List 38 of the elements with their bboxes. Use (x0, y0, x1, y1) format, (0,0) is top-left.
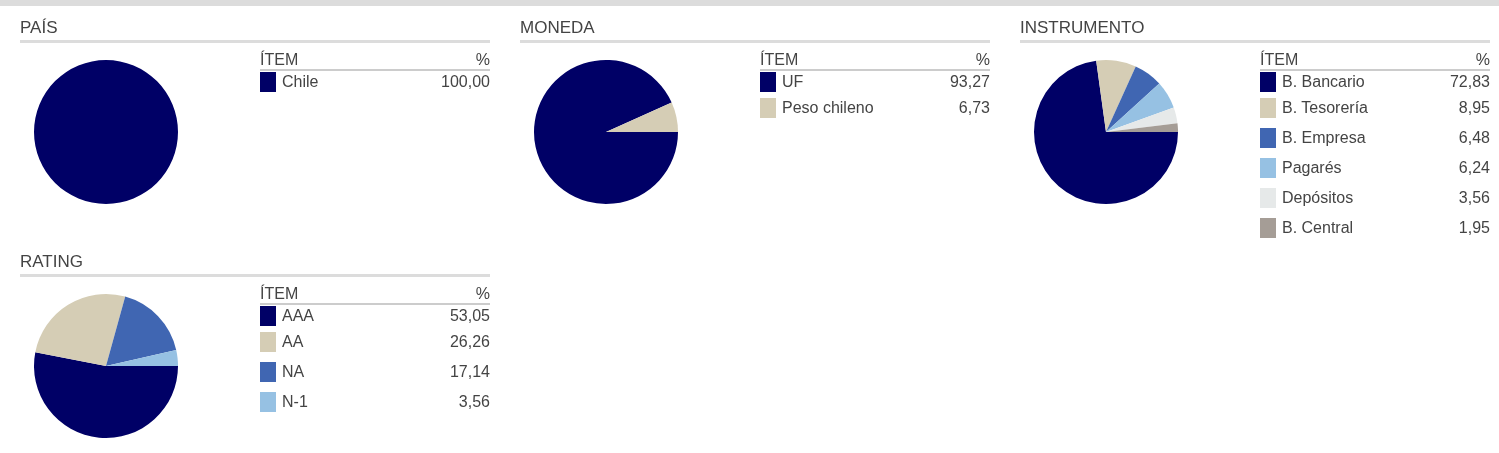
legend-label: AAA (282, 307, 315, 325)
legend-label: Depósitos (1282, 189, 1355, 207)
data-label: 3,56 (457, 393, 490, 411)
data-label: 72,83 (1448, 73, 1490, 91)
legend-label: Peso chileno (782, 99, 875, 117)
data-label: 26,26 (448, 333, 490, 351)
legend-label: B. Empresa (1282, 129, 1367, 147)
text: ÍTEM (260, 285, 299, 303)
chart-title: INSTRUMENTO (1020, 18, 1490, 43)
legend-label: Pagarés (1282, 159, 1343, 177)
data-label: 100,00 (440, 73, 490, 91)
legend-label: B. Central (1282, 219, 1355, 237)
text: % (975, 51, 990, 69)
legend-label: B. Bancario (1282, 73, 1366, 91)
chart-title: RATING (20, 252, 490, 277)
text: % (475, 51, 490, 69)
data-label: 6,24 (1457, 159, 1490, 177)
chart-title: PAÍS (20, 18, 490, 43)
legend-label: UF (782, 73, 805, 91)
data-label: 17,14 (448, 363, 490, 381)
text: % (475, 285, 490, 303)
data-label: 1,95 (1457, 219, 1490, 237)
data-label: 6,73 (957, 99, 990, 117)
legend-label: AA (282, 333, 305, 351)
data-label: 3,56 (1457, 189, 1490, 207)
text: ÍTEM (260, 51, 299, 69)
legend-label: Chile (282, 73, 320, 91)
data-label: 6,48 (1457, 129, 1490, 147)
legend-label: NA (282, 363, 306, 381)
chart-title: MONEDA (520, 18, 990, 43)
text: ÍTEM (760, 51, 799, 69)
legend-label: B. Tesorería (1282, 99, 1369, 117)
text: ÍTEM (1260, 51, 1299, 69)
data-label: 93,27 (948, 73, 990, 91)
text: % (1475, 51, 1490, 69)
legend-label: N-1 (282, 393, 309, 411)
data-label: 53,05 (448, 307, 490, 325)
data-label: 8,95 (1457, 99, 1490, 117)
